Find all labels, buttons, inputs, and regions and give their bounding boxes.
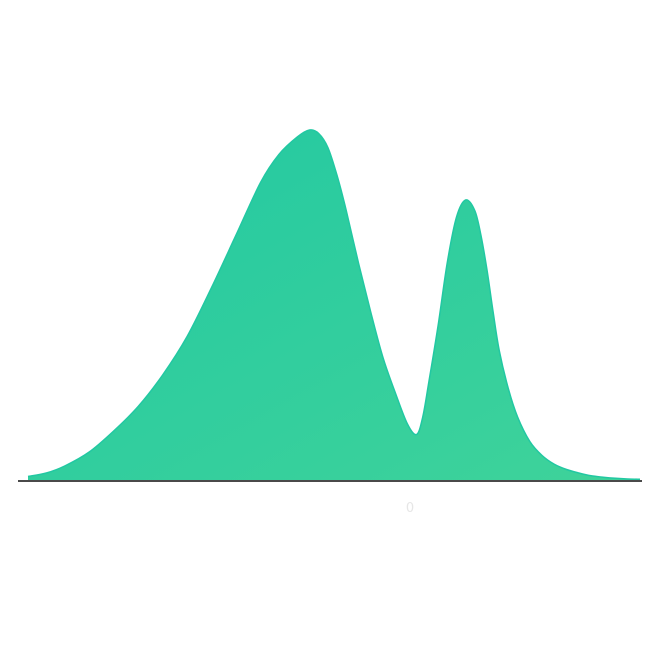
density-area <box>28 129 640 480</box>
density-line <box>27 129 641 481</box>
x-tick-label: 0 <box>406 501 414 516</box>
